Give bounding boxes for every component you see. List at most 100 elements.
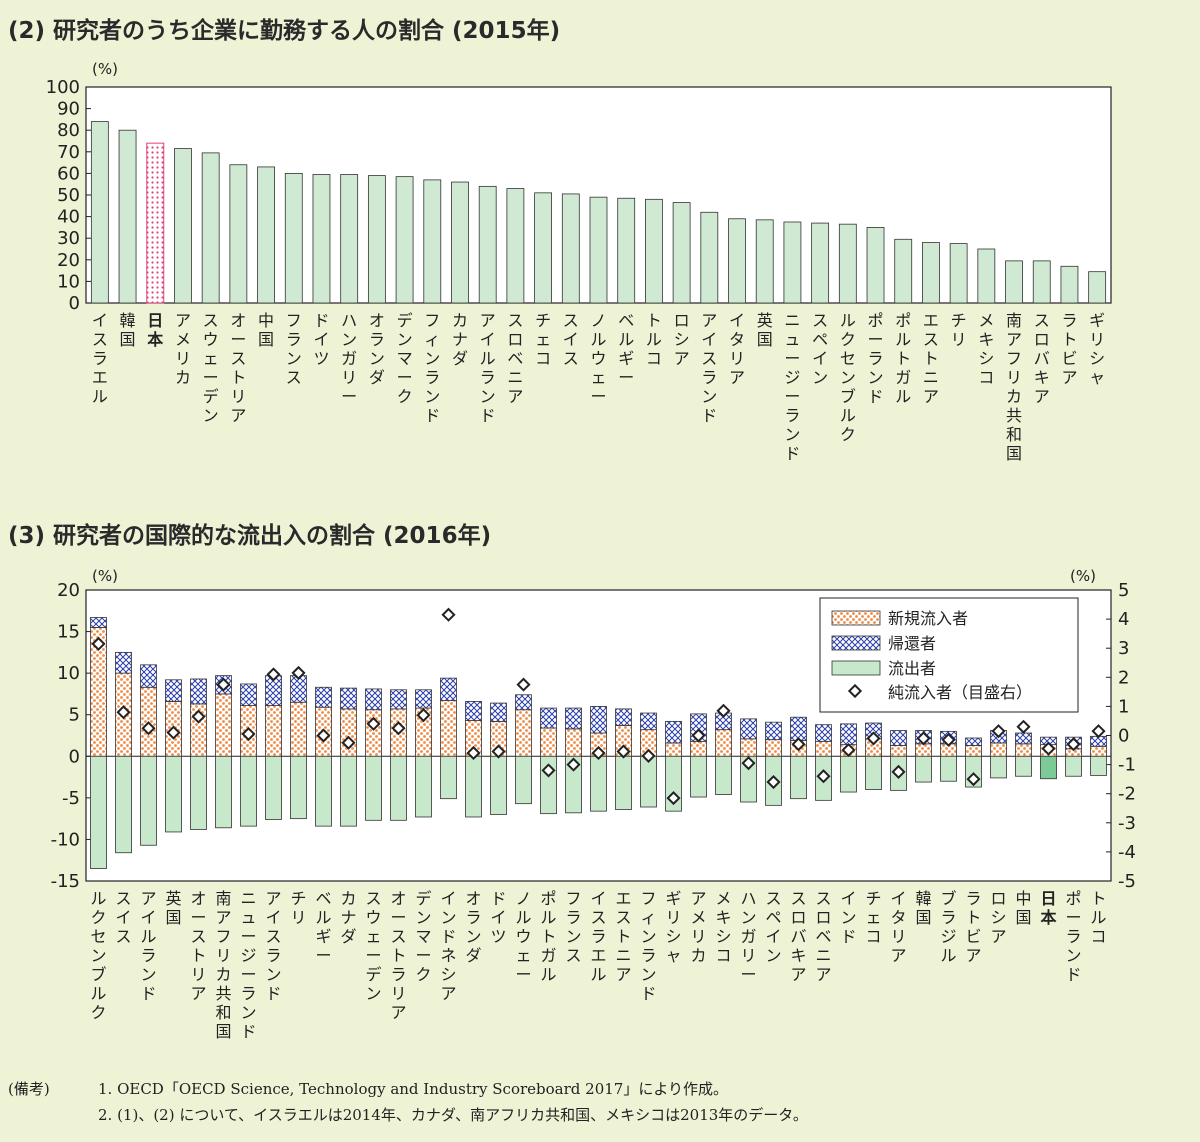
category-label: 韓国 xyxy=(915,889,931,927)
bar-inflow-スウェーデン xyxy=(365,709,382,757)
bar-return-ルクセンブルク xyxy=(90,617,107,628)
category-label: アメリカ xyxy=(175,311,191,387)
category-label: オーストリア xyxy=(230,311,246,425)
bar-return-スロバキア xyxy=(790,716,807,741)
category-label: ポーランド xyxy=(868,311,884,406)
net-marker-イスラエル xyxy=(591,745,606,761)
bar-チリ xyxy=(949,243,968,304)
category-label: アイルランド xyxy=(480,311,496,425)
net-marker-スロベニア xyxy=(816,769,831,784)
category-label: ロシア xyxy=(674,311,690,368)
net-marker-エストニア xyxy=(616,744,631,759)
bar-ベルギー xyxy=(617,197,636,304)
net-marker-フランス xyxy=(566,757,581,772)
bar-inflow-スロベニア xyxy=(815,740,832,757)
bar-outflow-フランス xyxy=(565,755,582,814)
net-marker-南アフリカ共和国 xyxy=(216,677,231,692)
category-label: ロシア xyxy=(990,889,1006,946)
bar-return-ギリシャ xyxy=(665,720,682,744)
net-marker-ルクセンブルク xyxy=(91,636,106,651)
category-label: 英国 xyxy=(165,889,181,927)
notes: (備考) 1. OECD「OECD Science, Technology an… xyxy=(8,1080,808,1124)
category-label: デンマーク xyxy=(415,889,431,984)
y-tick-label-left: 5 xyxy=(69,705,80,726)
category-label: ラトビア xyxy=(1061,311,1077,387)
y-axis-right: 5 4 3 2 1 0 -1 -2 -3 -4 -5 xyxy=(1106,580,1136,892)
net-marker-オーストリア xyxy=(191,709,206,724)
bar-outflow-フィンランド xyxy=(640,755,657,808)
bar-エストニア xyxy=(922,242,940,304)
bar-outflow-ルクセンブルク xyxy=(90,755,107,869)
category-label: スロベニア xyxy=(815,889,831,984)
net-marker-デンマーク xyxy=(416,708,431,723)
net-marker-ロシア xyxy=(991,724,1006,739)
bar-inflow-トルコ xyxy=(1090,745,1107,757)
bar-スロベニア xyxy=(506,188,525,304)
category-label: ノルウェー xyxy=(590,311,606,406)
category-label: ドイツ xyxy=(490,889,506,946)
category-label: ルクセンブルク xyxy=(840,311,856,444)
legend-swatch-net xyxy=(847,683,863,699)
category-label: オランダ xyxy=(369,311,385,387)
bar-アイスランド xyxy=(700,211,719,304)
bar-inflow-アメリカ xyxy=(690,740,707,757)
legend-swatch-return xyxy=(831,635,881,651)
category-label: アイルランド xyxy=(140,889,156,1003)
bar-outflow-メキシコ xyxy=(715,755,732,795)
y-tick-label-left: 10 xyxy=(57,663,80,684)
bar-return-ドイツ xyxy=(490,702,507,722)
net-marker-スイス xyxy=(116,705,131,720)
bar-inflow-チリ xyxy=(290,701,307,757)
category-label: スイス xyxy=(563,311,579,368)
bar-ノルウェー xyxy=(589,196,608,304)
bar-ポルトガル xyxy=(894,238,913,304)
category-label: ハンガリー xyxy=(740,889,756,984)
category-label: ルクセンブルク xyxy=(90,889,106,1022)
bar-return-イスラエル xyxy=(590,706,607,734)
y-tick-label: 90 xyxy=(57,99,80,120)
net-marker-アイスランド xyxy=(266,667,281,682)
net-marker-インド xyxy=(841,742,856,758)
net-marker-スペイン xyxy=(766,774,781,790)
category-label: チリ xyxy=(951,311,967,349)
bar-オーストリア xyxy=(229,164,248,304)
bar-return-オランダ xyxy=(465,701,482,721)
bar-inflow-ロシア xyxy=(990,742,1007,757)
bar-outflow-韓国 xyxy=(915,755,932,783)
category-label: 中国 xyxy=(1015,889,1031,927)
bar-return-スロベニア xyxy=(815,724,832,742)
bar-outflow-デンマーク xyxy=(415,755,432,818)
bar-return-インド xyxy=(840,723,857,746)
net-marker-カナダ xyxy=(341,735,356,750)
bar-return-アイルランド xyxy=(140,664,157,688)
category-label: ドイツ xyxy=(313,311,329,368)
category-label: アイスランド xyxy=(701,311,717,425)
bar-return-スペイン xyxy=(765,721,782,741)
category-label: オーストリア xyxy=(190,889,206,1003)
bar-return-エストニア xyxy=(615,708,632,726)
net-marker-チリ xyxy=(291,665,306,681)
bar-return-ラトビア xyxy=(965,737,982,746)
category-label: イタリア xyxy=(729,311,745,387)
bar-アイルランド xyxy=(478,185,497,304)
bar-outflow-インドネシア xyxy=(440,755,457,800)
category-label: メキシコ xyxy=(978,311,994,387)
category-label: 南アフリカ共和国 xyxy=(1006,311,1022,463)
category-label: トルコ xyxy=(646,311,662,368)
net-marker-ベルギー xyxy=(316,728,331,743)
bar-outflow-オーストリア xyxy=(190,755,207,830)
bar-ギリシャ xyxy=(1088,271,1107,304)
legend-label-inflow: 新規流入者 xyxy=(888,609,968,628)
bar-inflow-イタリア xyxy=(890,745,907,757)
bar-カナダ xyxy=(451,181,469,304)
bar-ラトビア xyxy=(1060,265,1079,304)
y-tick-label-right: -5 xyxy=(1118,871,1136,892)
bar-return-イタリア xyxy=(890,730,907,746)
y-axis-unit: (%) xyxy=(92,60,118,78)
category-label: フランス xyxy=(565,889,581,965)
net-marker-ニュージーランド xyxy=(241,726,256,742)
category-label: 日本 xyxy=(1040,889,1056,927)
category-label: デンマーク xyxy=(397,311,413,406)
bar-フランス xyxy=(284,172,303,304)
